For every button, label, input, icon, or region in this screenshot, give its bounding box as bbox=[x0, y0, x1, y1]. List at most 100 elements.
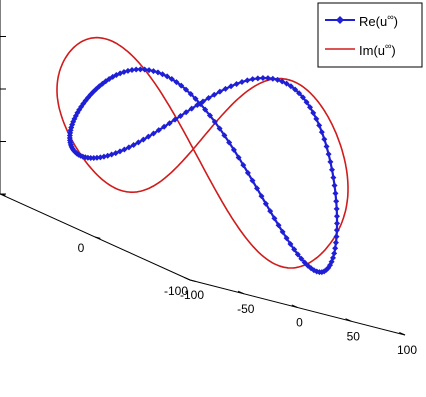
series-marker-re bbox=[164, 73, 171, 80]
series-marker-re bbox=[258, 193, 265, 200]
series-marker-re bbox=[130, 141, 137, 148]
series-line-im-u-inf bbox=[56, 36, 349, 269]
legend-item-im: Im(u∞) bbox=[325, 41, 396, 58]
series-marker-re bbox=[140, 136, 147, 143]
series-marker-re bbox=[221, 132, 228, 139]
x-tick-mark bbox=[184, 276, 191, 281]
series-marker-re bbox=[333, 213, 340, 220]
x-tick-label: 100 bbox=[397, 343, 417, 357]
x-tick-label: 50 bbox=[347, 329, 361, 343]
series-marker-re bbox=[275, 222, 282, 229]
series-marker-re bbox=[259, 75, 266, 82]
series-marker-re bbox=[298, 255, 305, 262]
legend-label-re: Re(u∞) bbox=[359, 12, 398, 29]
series-marker-re bbox=[287, 83, 294, 90]
series-marker-re bbox=[133, 66, 140, 73]
series-marker-re bbox=[135, 139, 142, 146]
series-marker-re bbox=[155, 127, 162, 134]
series-marker-re bbox=[292, 86, 299, 93]
series-marker-re bbox=[334, 220, 341, 227]
legend-box bbox=[317, 2, 423, 68]
series-marker-re bbox=[323, 143, 330, 150]
chart-axes bbox=[0, 0, 406, 336]
series-marker-re bbox=[90, 155, 97, 162]
series-marker-re bbox=[330, 174, 337, 181]
legend-label-im: Im(u∞) bbox=[359, 41, 396, 58]
x-tick-mark bbox=[291, 304, 298, 308]
series-marker-re bbox=[145, 133, 152, 140]
series-marker-re bbox=[222, 85, 229, 92]
series-marker-re bbox=[279, 228, 286, 235]
series-marker-re bbox=[205, 95, 212, 102]
series-marker-re bbox=[166, 120, 173, 127]
series-marker-re bbox=[328, 166, 335, 173]
x-tick-label: -50 bbox=[237, 302, 255, 316]
series-marker-re bbox=[310, 109, 317, 116]
series-marker-re bbox=[168, 76, 175, 83]
series-marker-re bbox=[327, 158, 334, 165]
series-marker-re bbox=[177, 112, 184, 119]
series-marker-re bbox=[262, 200, 269, 207]
series-marker-re bbox=[244, 169, 251, 176]
series-marker-re bbox=[332, 190, 339, 197]
series-marker-re bbox=[267, 208, 274, 215]
y-tick-label: 0 bbox=[78, 241, 85, 255]
series-marker-re bbox=[269, 75, 276, 82]
series-marker-re bbox=[183, 109, 190, 116]
series-marker-re bbox=[279, 78, 286, 85]
series-markers-re-u-inf bbox=[66, 66, 341, 276]
series-marker-re bbox=[318, 129, 325, 136]
series-marker-re bbox=[171, 116, 178, 123]
chart-series-layer bbox=[56, 36, 349, 276]
series-marker-re bbox=[316, 122, 323, 129]
series-marker-re bbox=[333, 205, 340, 212]
series-marker-re bbox=[211, 118, 218, 125]
series-marker-re bbox=[303, 99, 310, 106]
series-marker-re bbox=[331, 250, 338, 257]
series-marker-re bbox=[206, 112, 213, 119]
series-marker-re bbox=[202, 106, 209, 113]
series-marker-re bbox=[249, 76, 256, 83]
x-tick-mark bbox=[237, 290, 244, 295]
series-marker-re bbox=[301, 259, 308, 266]
series-marker-re bbox=[124, 67, 131, 74]
series-marker-re bbox=[254, 185, 261, 192]
series-marker-re bbox=[332, 239, 339, 246]
series-marker-re bbox=[154, 69, 161, 76]
series-marker-re bbox=[271, 215, 278, 222]
series-marker-re bbox=[228, 83, 235, 90]
series-marker-re bbox=[264, 75, 271, 82]
series-marker-re bbox=[226, 139, 233, 146]
series-marker-re bbox=[159, 71, 166, 78]
series-marker-re bbox=[333, 233, 340, 240]
series-marker-re bbox=[329, 254, 336, 261]
series-marker-re bbox=[287, 241, 294, 248]
series-marker-re bbox=[141, 66, 148, 73]
series-marker-re bbox=[291, 246, 298, 253]
series-marker-re bbox=[333, 198, 340, 205]
y-tick-label: -100 bbox=[164, 284, 188, 298]
series-marker-re bbox=[129, 67, 136, 74]
series-marker-re bbox=[150, 68, 157, 75]
series-marker-re bbox=[137, 66, 144, 73]
series-marker-re bbox=[294, 251, 301, 258]
series-marker-re bbox=[238, 78, 245, 85]
series-marker-re bbox=[321, 136, 328, 143]
series-marker-re bbox=[121, 146, 128, 153]
series-marker-re bbox=[161, 123, 168, 130]
series-marker-re bbox=[244, 77, 251, 84]
series-marker-re bbox=[235, 154, 242, 161]
series-marker-re bbox=[125, 144, 132, 151]
x-tick-label: 0 bbox=[296, 316, 303, 330]
series-marker-re bbox=[313, 115, 320, 122]
y-tick-mark bbox=[94, 236, 101, 239]
x-tick-label: -100 bbox=[180, 288, 204, 302]
series-marker-re bbox=[325, 151, 332, 158]
series-marker-re bbox=[216, 125, 223, 132]
series-marker-re bbox=[192, 95, 199, 102]
series-marker-re bbox=[197, 100, 204, 107]
series-marker-re bbox=[333, 227, 340, 234]
y-tick-mark bbox=[189, 279, 196, 282]
series-marker-re bbox=[274, 76, 281, 83]
